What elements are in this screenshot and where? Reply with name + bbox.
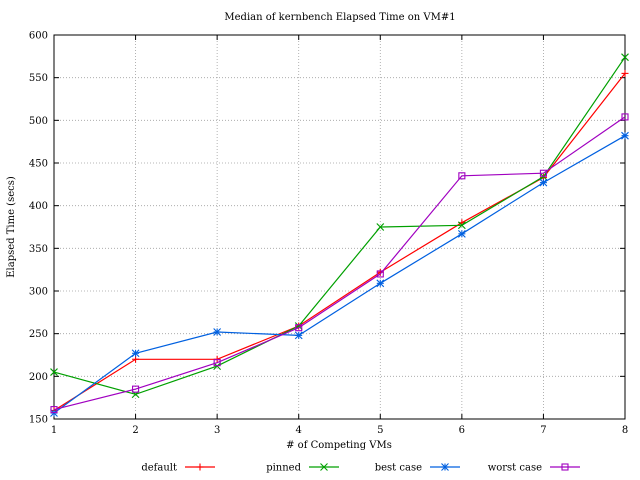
data-point-pinned-d2 [376,223,385,231]
data-point-pinned-d2 [621,53,629,62]
y-tick-label: 500 [29,116,48,127]
data-point-best-case [294,331,303,340]
legend-marker-pinned [320,463,328,471]
axis-ticks: 150 200 250 300 350 400 450 500 550 600 1 2 3 4 5 6 7 8 [29,31,628,437]
x-tick-label: 7 [540,425,546,436]
data-point-worst-case [539,169,547,177]
data-point-best-case [131,349,140,358]
data-point-pinned [50,368,58,376]
y-axis-label: Elapsed Time (secs) [6,176,17,278]
y-tick-label: 550 [29,73,48,84]
y-tick-label: 400 [29,201,48,212]
y-tick-label: 350 [29,244,48,255]
data-point-worst-case-box [621,113,629,121]
data-point-default [621,69,629,77]
data-point-pinned [457,221,466,230]
legend-entry-worst-case: worst case [488,463,580,474]
x-tick-label: 1 [51,425,57,436]
series-line-pinned [53,56,626,395]
legend-label-best-case: best case [375,463,422,474]
data-point-best-case-d2 [457,229,466,238]
x-tick-label: 8 [622,425,628,436]
x-tick-label: 4 [296,425,302,436]
legend-marker-best-case-d2 [441,463,449,471]
data-point-worst-case [50,406,58,414]
data-point-worst-case-box [213,359,221,367]
data-point-worst-case-box [295,324,303,332]
data-point-pinned [376,223,385,231]
data-point-best-case [213,328,222,336]
legend: default pinned best case worst case [141,463,580,474]
legend-marker-pinned-d2 [320,463,328,471]
legend-entry-best-case: best case [375,463,460,474]
x-tick-label: 5 [377,425,383,436]
data-point-worst-case [376,270,384,278]
legend-entry-pinned: pinned [266,463,339,474]
series-best-case [50,131,629,417]
data-point-best-case-d2 [376,279,385,288]
x-tick-label: 3 [214,425,220,436]
data-point-best-case-d2 [621,131,629,140]
plot-frame [53,34,626,420]
data-point-pinned-d2 [457,221,466,230]
data-point-best-case [621,131,629,140]
data-point-worst-case-box [376,270,384,278]
data-point-best-case-d2 [539,178,548,187]
data-point-best-case-d2 [213,328,222,336]
data-point-worst-case [621,113,629,121]
data-point-worst-case-box [50,406,58,414]
series-pinned [50,53,629,399]
chart-title: Median of kernbench Elapsed Time on VM#1 [224,12,455,23]
data-point-worst-case [132,385,140,393]
legend-marker-default [196,463,204,471]
data-point-best-case [457,229,466,238]
legend-label-pinned: pinned [266,463,301,474]
x-tick-label: 2 [132,425,138,436]
legend-marker-worst-case [561,463,569,471]
series-default [50,69,629,414]
legend-entry-default: default [141,463,215,474]
y-tick-label: 250 [29,329,48,340]
data-point-worst-case [295,324,303,332]
data-point-best-case [539,178,548,187]
legend-label-worst-case: worst case [488,463,542,474]
y-tick-label: 600 [29,31,48,42]
x-axis-label: # of Competing VMs [286,440,392,451]
data-point-worst-case [458,172,466,180]
data-point-worst-case [213,359,221,367]
series-line-worst-case [53,116,626,411]
data-point-worst-case-box [458,172,466,180]
data-point-pinned-d2 [50,368,58,376]
legend-marker-worst-case-box [561,463,569,471]
data-point-best-case-d2 [131,349,140,358]
y-tick-label: 300 [29,287,48,298]
series-line-best-case [53,135,626,414]
grid [54,35,625,419]
series-worst-case [50,113,629,414]
data-point-pinned [621,53,629,62]
data-point-worst-case-box [132,385,140,393]
data-point-worst-case-box [539,169,547,177]
legend-label-default: default [141,463,177,474]
x-tick-label: 6 [459,425,465,436]
y-tick-label: 150 [29,415,48,426]
data-point-best-case [376,279,385,288]
data-point-best-case-d2 [294,331,303,340]
legend-marker-best-case [441,463,449,471]
series-line-default [53,73,626,412]
y-tick-label: 200 [29,372,48,383]
data-point-default [132,355,140,363]
y-tick-label: 450 [29,159,48,170]
series-group [50,53,629,417]
